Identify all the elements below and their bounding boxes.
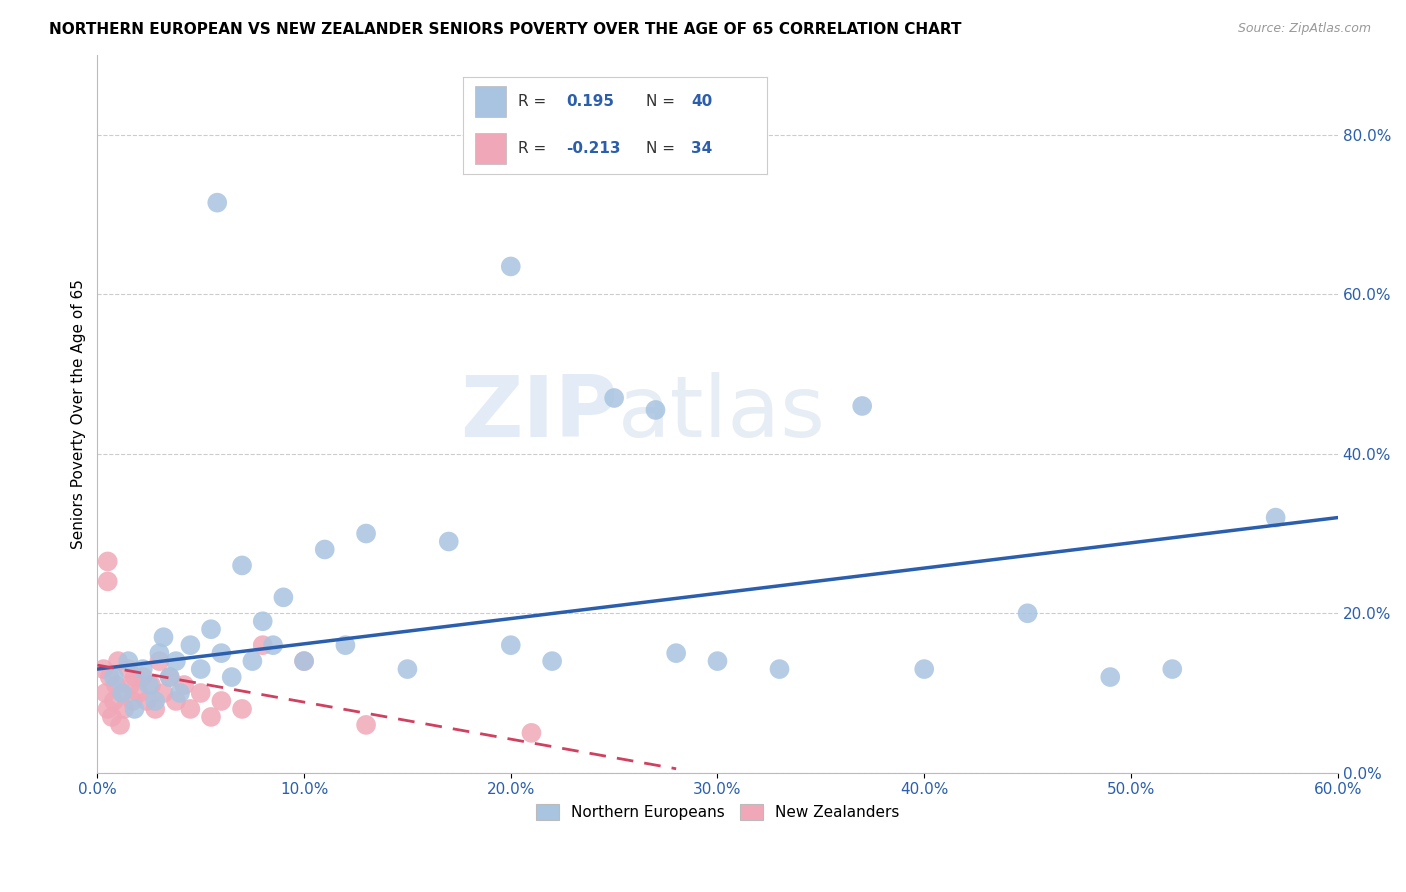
Point	[112, 702, 135, 716]
Point	[107, 654, 129, 668]
Point	[520, 726, 543, 740]
Point	[499, 260, 522, 274]
Point	[912, 662, 935, 676]
Point	[138, 678, 160, 692]
Point	[768, 662, 790, 676]
Point	[221, 670, 243, 684]
Point	[93, 662, 115, 676]
Point	[209, 694, 232, 708]
Point	[159, 670, 181, 684]
Point	[190, 686, 212, 700]
Point	[231, 702, 253, 716]
Point	[169, 686, 191, 700]
Point	[242, 654, 264, 668]
Point	[117, 654, 139, 668]
Point	[200, 710, 222, 724]
Point	[139, 678, 162, 692]
Point	[396, 662, 419, 676]
Point	[143, 694, 166, 708]
Point	[97, 554, 120, 568]
Point	[121, 694, 143, 708]
Point	[273, 591, 295, 605]
Text: atlas: atlas	[619, 373, 827, 456]
Point	[120, 678, 142, 692]
Point	[292, 654, 315, 668]
Point	[124, 670, 146, 684]
Text: ZIP: ZIP	[461, 373, 619, 456]
Point	[541, 654, 564, 668]
Point	[179, 638, 201, 652]
Point	[207, 195, 229, 210]
Point	[101, 710, 124, 724]
Point	[314, 542, 336, 557]
Point	[354, 718, 377, 732]
Point	[132, 662, 155, 676]
Point	[159, 670, 181, 684]
Point	[108, 718, 131, 732]
Point	[103, 670, 125, 684]
Point	[644, 403, 666, 417]
Point	[209, 646, 232, 660]
Legend: Northern Europeans, New Zealanders: Northern Europeans, New Zealanders	[530, 797, 905, 826]
Point	[111, 686, 134, 700]
Point	[1017, 607, 1039, 621]
Point	[152, 630, 174, 644]
Point	[665, 646, 688, 660]
Point	[97, 702, 120, 716]
Point	[262, 638, 284, 652]
Point	[190, 662, 212, 676]
Point	[94, 686, 117, 700]
Point	[98, 670, 121, 684]
Point	[148, 654, 170, 668]
Point	[136, 694, 159, 708]
Y-axis label: Seniors Poverty Over the Age of 65: Seniors Poverty Over the Age of 65	[72, 279, 86, 549]
Point	[97, 574, 120, 589]
Point	[706, 654, 728, 668]
Point	[1264, 510, 1286, 524]
Text: Source: ZipAtlas.com: Source: ZipAtlas.com	[1237, 22, 1371, 36]
Point	[111, 686, 134, 700]
Point	[851, 399, 873, 413]
Point	[124, 702, 146, 716]
Point	[173, 678, 195, 692]
Point	[104, 678, 127, 692]
Point	[1161, 662, 1184, 676]
Point	[165, 694, 187, 708]
Point	[179, 702, 201, 716]
Point	[335, 638, 357, 652]
Point	[148, 646, 170, 660]
Point	[252, 638, 274, 652]
Point	[132, 670, 155, 684]
Point	[152, 686, 174, 700]
Point	[128, 686, 150, 700]
Point	[143, 702, 166, 716]
Point	[354, 526, 377, 541]
Point	[1099, 670, 1122, 684]
Point	[437, 534, 460, 549]
Point	[603, 391, 626, 405]
Point	[200, 622, 222, 636]
Point	[499, 638, 522, 652]
Point	[117, 662, 139, 676]
Text: NORTHERN EUROPEAN VS NEW ZEALANDER SENIORS POVERTY OVER THE AGE OF 65 CORRELATIO: NORTHERN EUROPEAN VS NEW ZEALANDER SENIO…	[49, 22, 962, 37]
Point	[231, 558, 253, 573]
Point	[252, 614, 274, 628]
Point	[165, 654, 187, 668]
Point	[103, 694, 125, 708]
Point	[292, 654, 315, 668]
